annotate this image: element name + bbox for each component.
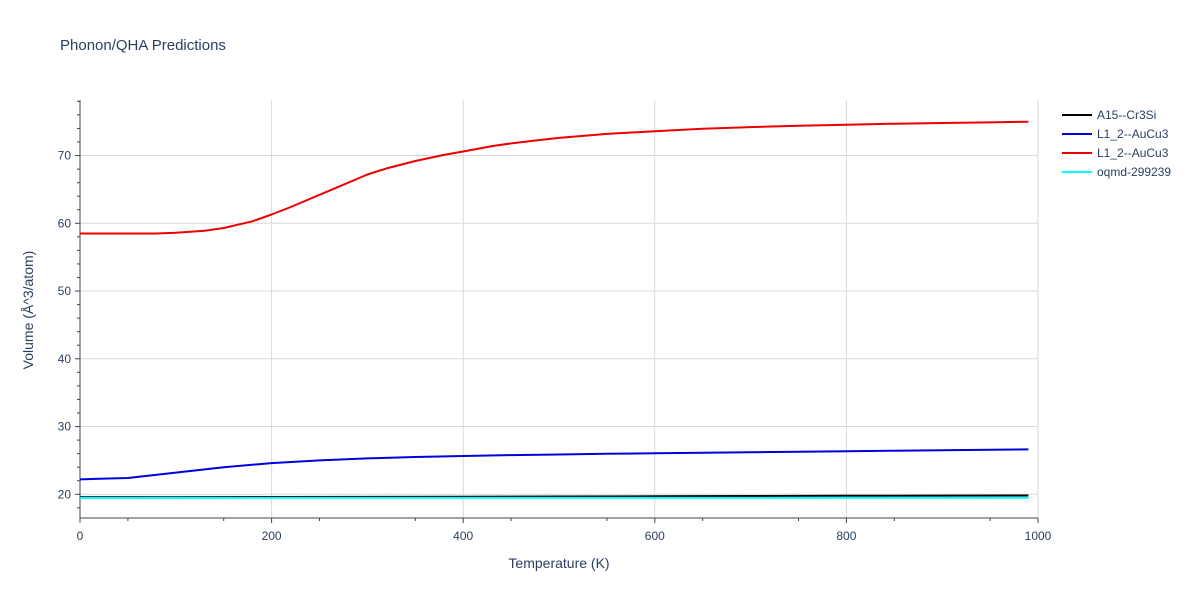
- legend-label: oqmd-299239: [1097, 165, 1171, 179]
- legend-label: A15--Cr3Si: [1097, 108, 1156, 122]
- y-tick-label: 50: [58, 284, 72, 298]
- legend-item[interactable]: oqmd-299239: [1062, 165, 1171, 179]
- legend-label: L1_2--AuCu3: [1097, 146, 1169, 160]
- series-lines: [79, 120, 1029, 499]
- x-tick-label: 400: [453, 529, 473, 543]
- legend-item[interactable]: L1_2--AuCu3: [1062, 127, 1169, 141]
- axes: 0 200 400 600 800 1000 20 30 40 50 60 70: [58, 100, 1052, 543]
- y-tick-label: 40: [58, 352, 72, 366]
- x-axis-label: Temperature (K): [508, 555, 609, 571]
- x-tick-label: 1000: [1025, 529, 1052, 543]
- legend-label: L1_2--AuCu3: [1097, 127, 1169, 141]
- legend[interactable]: A15--Cr3Si L1_2--AuCu3 L1_2--AuCu3 oqmd-299…: [1062, 108, 1171, 179]
- y-tick-label: 30: [58, 420, 72, 434]
- grid: [80, 100, 1039, 518]
- x-tick-label: 0: [77, 529, 84, 543]
- x-tick-label: 600: [645, 529, 665, 543]
- chart-title: Phonon/QHA Predictions: [60, 37, 226, 54]
- x-tick-label: 200: [262, 529, 282, 543]
- x-tick-label: 800: [836, 529, 856, 543]
- y-axis-label: Volume (Å^3/atom): [20, 251, 36, 370]
- series-line-1: [79, 448, 1029, 481]
- y-tick-label: 70: [58, 149, 72, 163]
- y-tick-label: 20: [58, 487, 72, 501]
- series-line-2: [80, 120, 1029, 235]
- legend-item[interactable]: A15--Cr3Si: [1062, 108, 1156, 122]
- y-tick-label: 60: [58, 216, 72, 230]
- legend-item[interactable]: L1_2--AuCu3: [1062, 146, 1169, 160]
